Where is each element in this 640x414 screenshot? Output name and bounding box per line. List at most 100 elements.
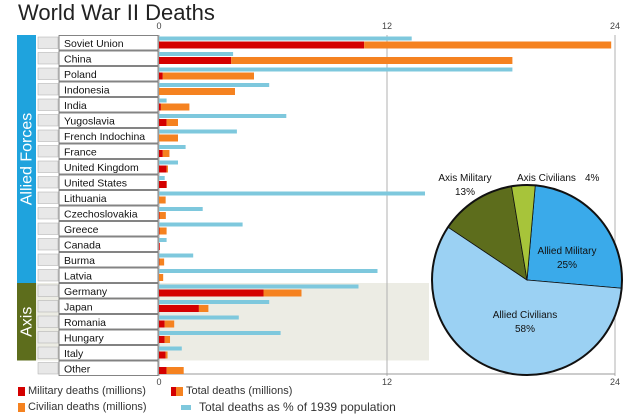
military-bar-4 [159,104,161,111]
military-bar-16 [159,290,264,297]
pct-bar-2 [159,68,512,72]
pct-bar-8 [159,161,178,165]
flag-18 [38,316,58,328]
country-label-18: Romania [64,317,106,329]
legend-civilian-swatch [18,403,25,412]
tick-top-0: 0 [156,21,161,31]
pct-bar-7 [159,145,186,149]
pct-bar-4 [159,99,167,103]
military-bar-9 [159,181,167,188]
legend: Military deaths (millions) Total deaths … [18,384,618,413]
military-bar-7 [159,150,163,157]
civilian-bar-20 [166,352,168,359]
civilian-bar-17 [199,305,209,312]
military-bar-5 [159,119,167,126]
legend-percent-swatch [181,405,191,410]
flag-9 [38,177,58,189]
civilian-bar-16 [264,290,302,297]
military-bar-1 [159,57,231,64]
pct-bar-17 [159,300,269,304]
flag-20 [38,347,58,359]
pct-bar-13 [159,238,167,242]
military-bar-8 [159,166,167,173]
pct-bar-6 [159,130,237,134]
legend-military-label: Military deaths (millions) [28,385,146,397]
flag-19 [38,332,58,344]
civilian-bar-14 [159,259,164,266]
pie-slice-0 [527,185,622,288]
civilian-bar-0 [364,42,611,49]
flag-3 [38,84,58,96]
country-label-21: Other [64,363,91,375]
country-label-12: Greece [64,224,99,236]
flag-13 [38,239,58,251]
country-label-0: Soviet Union [64,38,124,50]
pie-label-allied-civilians: Allied Civilians [493,310,557,321]
country-label-4: India [64,100,87,112]
pie-label-axis-military: Axis Military [438,173,491,184]
flag-8 [38,161,58,173]
flag-11 [38,208,58,220]
flag-14 [38,254,58,266]
pct-bar-9 [159,176,165,180]
flag-7 [38,146,58,158]
civilian-bar-1 [231,57,512,64]
pct-bar-20 [159,347,182,351]
military-bar-17 [159,305,199,312]
country-label-7: France [64,146,97,158]
flag-17 [38,301,58,313]
legend-total-swatch-civilian [176,387,183,396]
pct-bar-1 [159,52,233,56]
civilian-bar-5 [167,119,178,126]
military-bar-0 [159,42,364,49]
group-label-1: Axis [19,307,36,337]
pct-bar-19 [159,331,281,335]
flag-16 [38,285,58,297]
country-label-3: Indonesia [64,84,110,96]
civilian-bar-21 [167,367,184,374]
civilian-bar-18 [165,321,175,328]
pct-bar-14 [159,254,193,258]
country-label-5: Yugoslavia [64,115,115,127]
civilian-bar-10 [159,197,166,204]
flag-4 [38,99,58,111]
pie-pct-allied-civilians: 58% [515,324,535,335]
legend-percent-label: Total deaths as % of 1939 population [199,400,396,414]
flag-12 [38,223,58,235]
pct-bar-0 [159,37,412,41]
pie-label-allied-military: Allied Military [538,246,597,257]
military-bar-18 [159,321,165,328]
civilian-bar-4 [161,104,190,111]
legend-total: Total deaths (millions) [171,385,292,397]
flag-15 [38,270,58,282]
country-label-14: Burma [64,255,95,267]
country-label-9: United States [64,177,127,189]
country-label-1: China [64,53,92,65]
civilian-bar-6 [159,135,178,142]
pct-bar-3 [159,83,269,87]
civilian-bar-15 [159,274,163,281]
flag-10 [38,192,58,204]
legend-percent: Total deaths as % of 1939 population [181,400,396,414]
military-bar-12 [159,228,160,235]
group-label-0: Allied Forces [19,113,36,205]
civilian-bar-8 [167,166,168,173]
pct-bar-16 [159,285,359,289]
legend-military-swatch [18,387,25,396]
country-label-8: United Kingdom [64,162,139,174]
military-bar-2 [159,73,163,80]
civilian-bar-7 [163,150,170,157]
pie-pct-axis-military: 13% [455,187,475,198]
flag-5 [38,115,58,127]
pie-pct-axis-civilians: 4% [585,173,600,184]
civilian-bar-3 [159,88,235,95]
flag-0 [38,37,58,49]
country-label-15: Latvia [64,270,92,282]
country-label-17: Japan [64,301,93,313]
military-bar-19 [159,336,165,343]
country-label-19: Hungary [64,332,104,344]
country-label-11: Czechoslovakia [64,208,138,220]
civilian-bar-11 [160,212,166,219]
flag-2 [38,68,58,80]
